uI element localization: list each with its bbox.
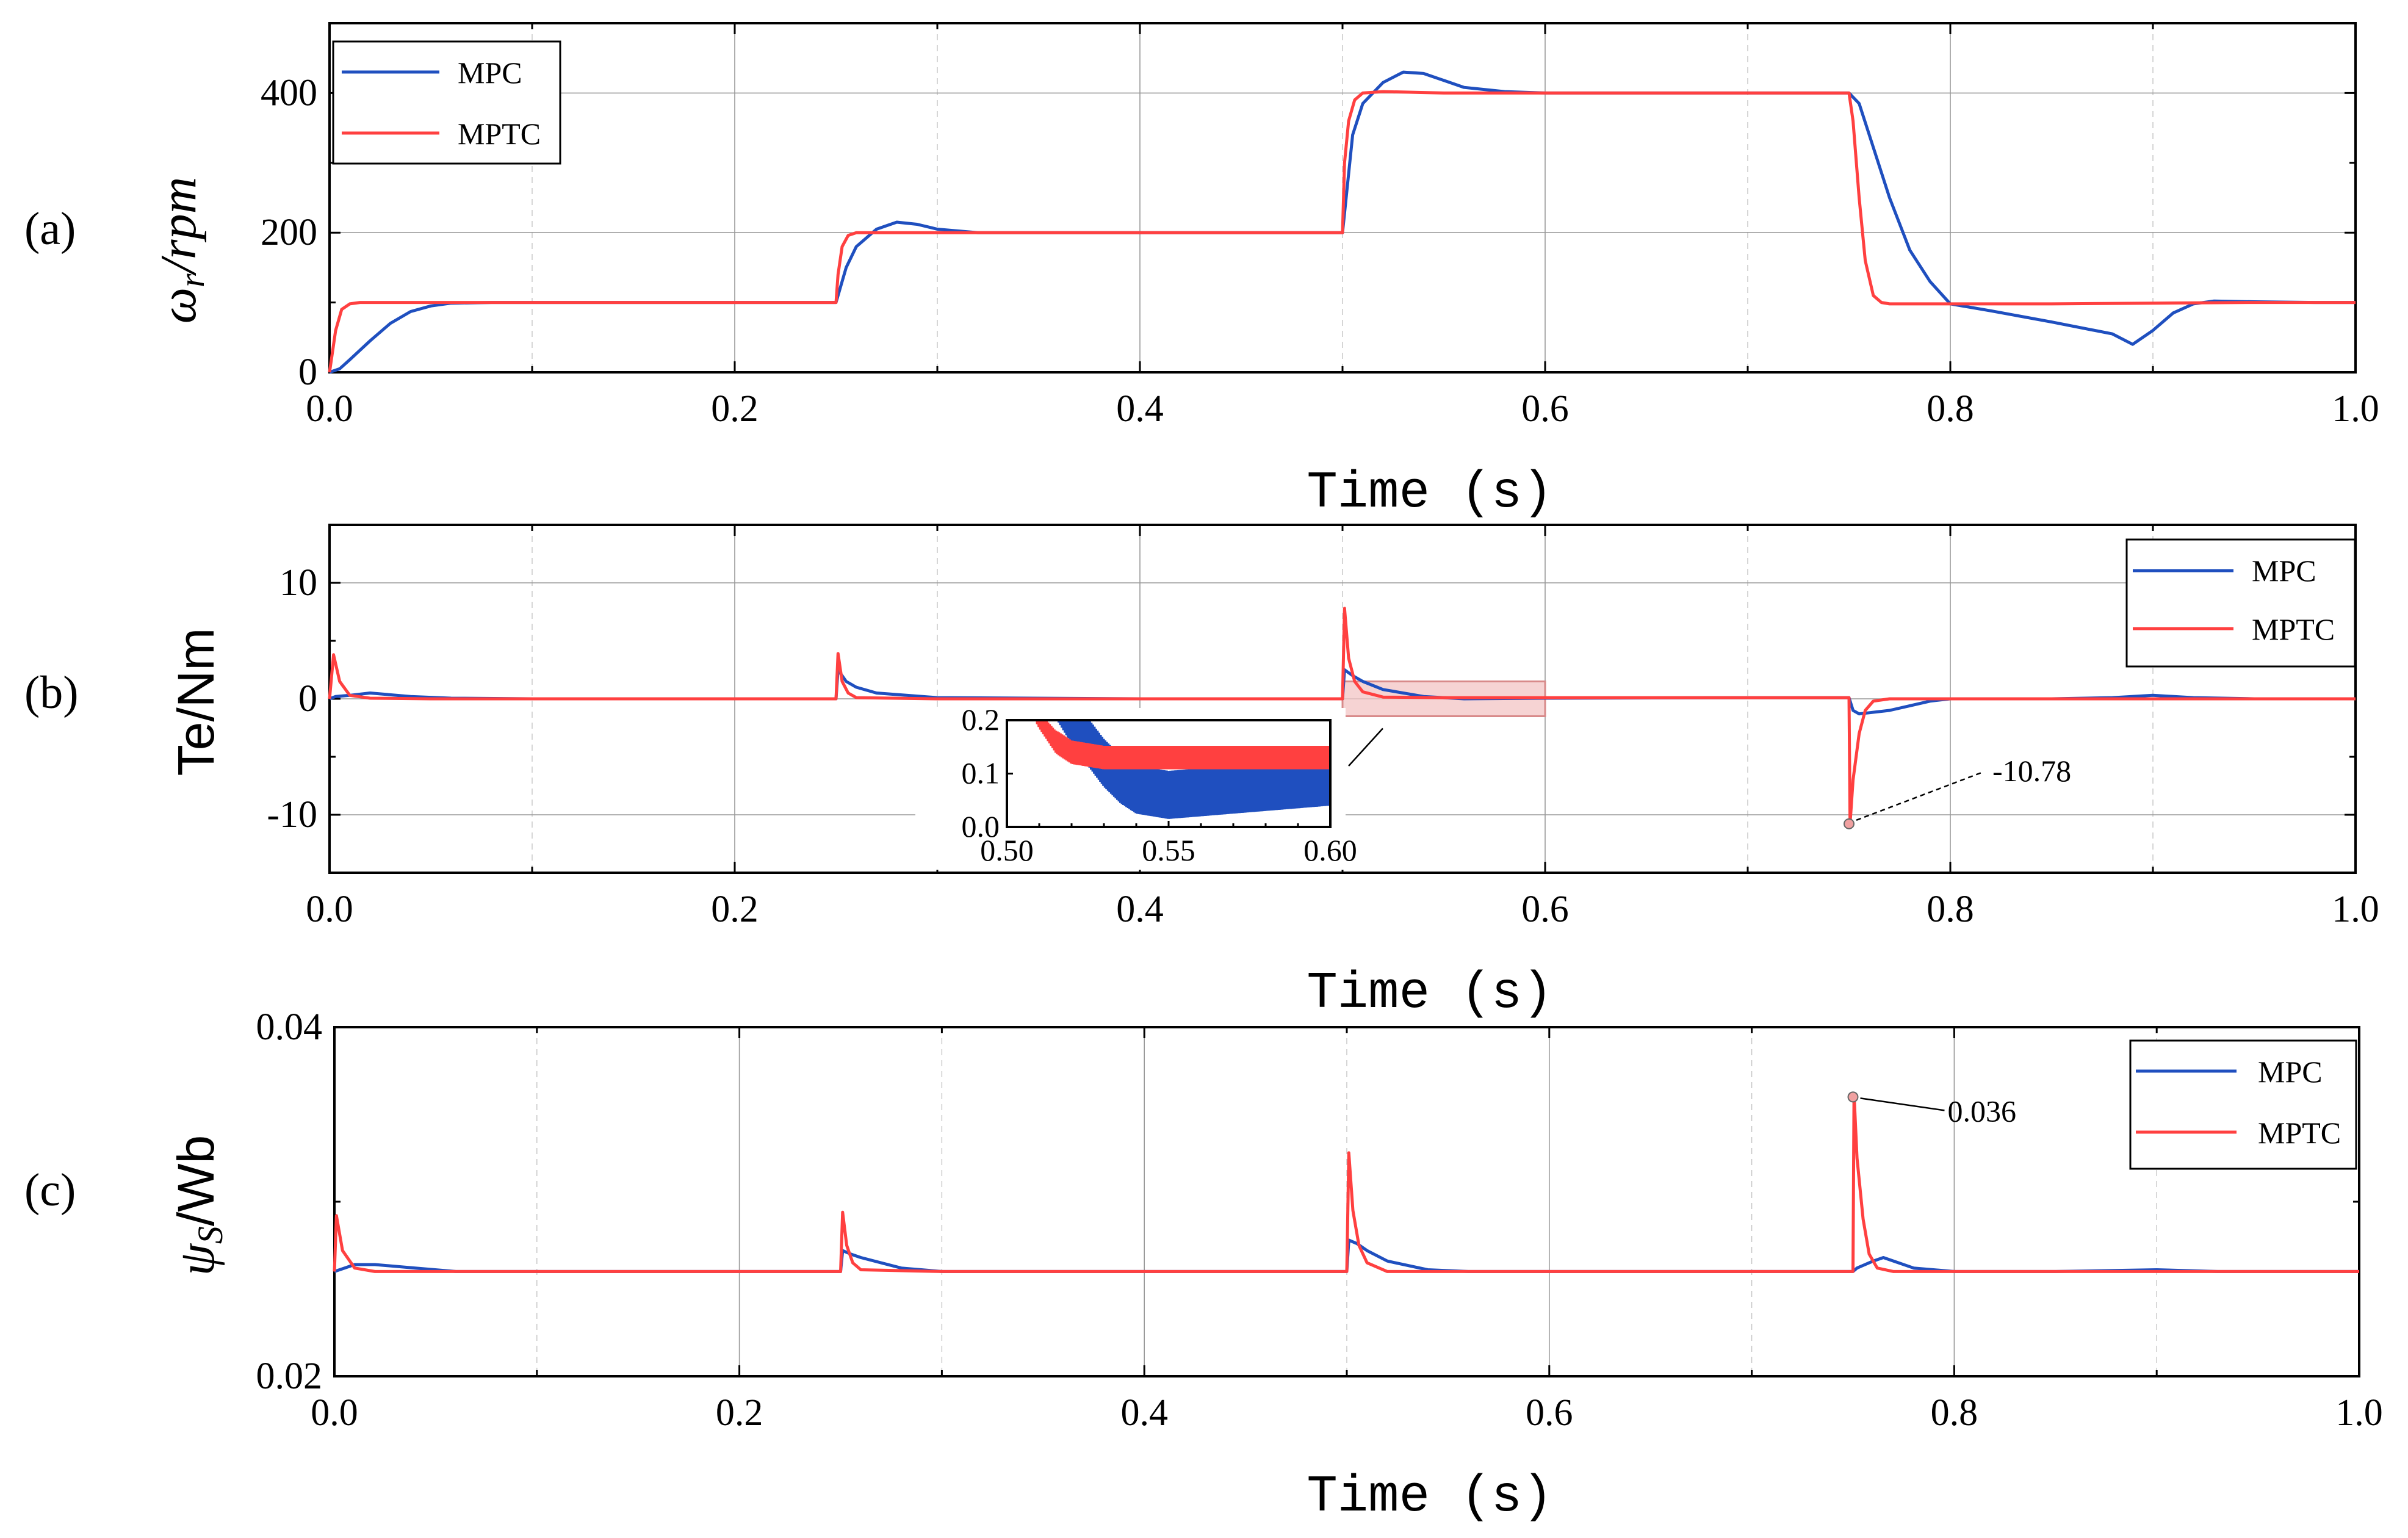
inset-y-tick-label: 0.0 xyxy=(962,809,1000,843)
series-line-mptc xyxy=(328,90,2356,373)
panel-b-ylabel: Te/Nm xyxy=(167,628,225,776)
y-tick-label: -10 xyxy=(267,794,317,836)
panel-b-annotation-marker xyxy=(1844,818,1855,829)
inset-y-tick-label: 0.2 xyxy=(962,702,1000,737)
series-line-mptc xyxy=(333,1092,2359,1273)
panel-c-annotation-marker xyxy=(1847,1091,1859,1103)
panel-a-xlabel: Time (s) xyxy=(1307,464,1552,522)
x-tick-label: 0.8 xyxy=(1927,388,1974,430)
y-tick-label: 200 xyxy=(261,212,317,253)
panel-b-legend-box xyxy=(2125,538,2356,668)
panel-a-ylabel-symbol: ω xyxy=(150,287,207,323)
inset-pointer-arrow xyxy=(1348,727,1383,767)
panel-b-annotation-arrow xyxy=(1856,771,1984,821)
panel-b-annotation-text: -10.78 xyxy=(1992,754,2071,788)
panel-a-ticklabels: 0.0 0.2 0.4 0.6 0.8 1.0 0 200 400 xyxy=(261,72,2379,430)
panel-b-torque: 0.0 0.2 0.4 0.6 0.8 1.0 -10 0 10 (b) Te/Nm Time … xyxy=(24,524,2379,1023)
x-tick-label: 0.0 xyxy=(306,388,353,430)
y-tick-label: 400 xyxy=(261,72,317,114)
panel-b-xlabel: Time (s) xyxy=(1307,965,1552,1023)
inset-series xyxy=(1034,720,1330,819)
inset-x-tick-label: 0.55 xyxy=(1142,833,1195,867)
y-tick-label: 0 xyxy=(298,352,317,393)
panel-a-legend-box xyxy=(332,40,561,165)
y-tick-label: 0.02 xyxy=(256,1356,323,1397)
panel-c-annotation: 0.036 xyxy=(1847,1091,2017,1128)
panel-a-ylabel: ωr/rpm xyxy=(150,177,212,324)
panel-a-series xyxy=(328,70,2356,374)
x-tick-label: 0.8 xyxy=(1931,1392,1978,1434)
panel-b-ticklabels: 0.0 0.2 0.4 0.6 0.8 1.0 -10 0 10 xyxy=(267,562,2379,930)
panel-c-ylabel-symbol: ψ xyxy=(168,1243,225,1276)
x-tick-label: 0.6 xyxy=(1526,1392,1573,1434)
panel-b-legend-mpc: MPC xyxy=(2252,554,2316,588)
panel-b-annotation: -10.78 xyxy=(1844,754,2071,829)
panel-c-grid xyxy=(536,1027,2157,1376)
panel-b-label: (b) xyxy=(24,667,79,718)
x-tick-label: 0.2 xyxy=(716,1392,763,1434)
inset-x-tick-label: 0.60 xyxy=(1303,833,1357,867)
x-tick-label: 0.0 xyxy=(306,889,353,930)
x-tick-label: 0.4 xyxy=(1116,388,1164,430)
inset-ticks xyxy=(1006,719,1332,828)
panel-a-legend-mpc: MPC xyxy=(458,56,522,90)
panel-c-label: (c) xyxy=(24,1164,76,1216)
x-tick-label: 1.0 xyxy=(2332,889,2379,930)
panel-a-legend-mptc: MPTC xyxy=(458,117,541,151)
x-tick-label: 0.6 xyxy=(1521,388,1569,430)
panel-b-series xyxy=(328,607,2356,826)
panel-b-legend-mptc: MPTC xyxy=(2252,612,2335,646)
x-tick-label: 0.0 xyxy=(311,1392,358,1434)
inset-x-tick-label: 0.50 xyxy=(980,833,1034,867)
panel-c-annotation-text: 0.036 xyxy=(1948,1094,2017,1128)
panel-a-ylabel-sub: r xyxy=(172,273,212,287)
x-tick-label: 0.2 xyxy=(711,889,759,930)
x-tick-label: 0.6 xyxy=(1521,889,1569,930)
x-tick-label: 0.4 xyxy=(1120,1392,1168,1434)
panel-c-flux: 0.0 0.2 0.4 0.6 0.8 1.0 0.02 0.04 (c) ψS/Wb Tim… xyxy=(24,1006,2383,1526)
panel-b-legend: MPC MPTC xyxy=(2125,538,2356,668)
x-tick-label: 1.0 xyxy=(2335,1392,2383,1434)
panel-b-inset: 0.50 0.55 0.60 0.0 0.1 0.2 xyxy=(915,702,1383,870)
panel-a-label: (a) xyxy=(24,203,76,255)
panel-a-legend: MPC MPTC xyxy=(332,40,561,165)
x-tick-label: 0.8 xyxy=(1927,889,1974,930)
x-tick-label: 1.0 xyxy=(2332,388,2379,430)
panel-c-legend-mptc: MPTC xyxy=(2258,1116,2341,1150)
panel-c-ticks xyxy=(333,1026,2360,1377)
panel-c-ylabel: ψS/Wb xyxy=(167,1135,230,1276)
panel-c-legend-mpc: MPC xyxy=(2258,1055,2323,1089)
panel-a-ylabel-unit: /rpm xyxy=(150,177,207,276)
panel-c-ylabel-sub: S xyxy=(190,1226,230,1244)
inset-series-mptc xyxy=(1034,720,1330,770)
y-tick-label: 10 xyxy=(279,562,317,604)
panel-c-legend: MPC MPTC xyxy=(2129,1039,2357,1170)
x-tick-label: 0.2 xyxy=(711,388,759,430)
panel-c-ylabel-unit: /Wb xyxy=(167,1135,225,1226)
panel-c-ticklabels: 0.0 0.2 0.4 0.6 0.8 1.0 0.02 0.04 xyxy=(256,1006,2383,1434)
x-tick-label: 0.4 xyxy=(1116,889,1164,930)
inset-y-tick-label: 0.1 xyxy=(962,756,1000,790)
panel-c-legend-box xyxy=(2129,1039,2357,1170)
panel-c-annotation-arrow xyxy=(1860,1097,1945,1111)
y-tick-label: 0 xyxy=(298,678,317,720)
panel-a-speed: 0.0 0.2 0.4 0.6 0.8 1.0 0 200 400 (a) ωr/rpm Tim… xyxy=(24,22,2379,522)
panel-c-series xyxy=(333,1092,2359,1273)
inset-ticklabels: 0.50 0.55 0.60 0.0 0.1 0.2 xyxy=(962,702,1357,867)
y-tick-label: 0.04 xyxy=(256,1006,323,1048)
panel-c-xlabel: Time (s) xyxy=(1307,1468,1552,1526)
series-line-mptc xyxy=(328,607,2356,826)
